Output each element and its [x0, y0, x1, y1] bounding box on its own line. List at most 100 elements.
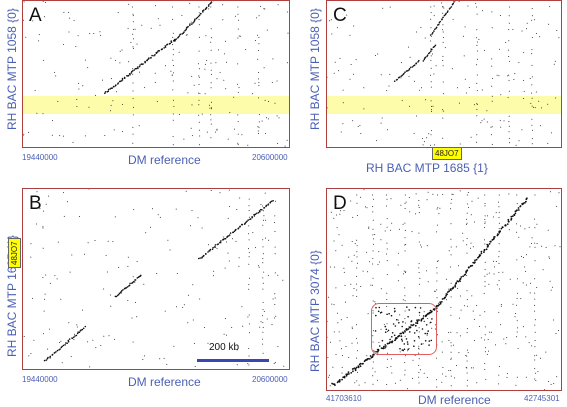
repeat-dot [436, 281, 437, 282]
background-dot [92, 340, 93, 341]
background-dot [484, 119, 485, 120]
background-dot [93, 33, 94, 34]
alignment-dot [79, 331, 81, 333]
background-dot [217, 129, 218, 130]
repeat-dot [499, 280, 500, 281]
background-dot [442, 194, 443, 195]
background-dot [486, 110, 487, 111]
background-dot [375, 371, 376, 372]
repeat-dot [418, 372, 419, 373]
background-dot [110, 58, 111, 59]
background-dot [159, 358, 160, 359]
alignment-dot [344, 376, 346, 378]
background-dot [229, 261, 230, 262]
background-dot [400, 380, 401, 381]
background-dot [258, 133, 259, 134]
repeat-dot [419, 212, 420, 213]
alignment-dot [159, 50, 161, 52]
background-dot [132, 318, 133, 319]
alignment-dot [205, 253, 207, 255]
background-dot [472, 201, 473, 202]
ylabel-c: RH BAC MTP 1058 {0} [308, 8, 322, 130]
repeat-dot [442, 109, 443, 110]
alignment-dot [82, 329, 84, 331]
background-dot [479, 326, 480, 327]
repeat-dot [516, 259, 517, 260]
background-dot [348, 357, 349, 358]
background-dot [443, 8, 444, 9]
background-dot [513, 304, 514, 305]
background-dot [133, 209, 134, 210]
repeat-dot [431, 12, 432, 13]
background-dot [28, 355, 29, 356]
background-dot [487, 122, 488, 123]
alignment-dot [474, 259, 476, 261]
background-dot [441, 382, 442, 383]
background-dot [84, 254, 85, 255]
background-dot [432, 54, 433, 55]
alignment-dot [115, 84, 117, 86]
background-dot [76, 99, 77, 100]
repeat-dot [431, 100, 432, 101]
repeat-dot [172, 37, 173, 38]
repeat-dot [477, 14, 478, 15]
background-dot [341, 348, 342, 349]
background-dot [525, 271, 526, 272]
repeat-dot [451, 385, 452, 386]
background-dot [30, 353, 31, 354]
repeat-dot [133, 114, 134, 115]
background-dot [359, 385, 360, 386]
background-dot [487, 354, 488, 355]
background-dot [236, 241, 237, 242]
repeat-dot [534, 227, 535, 228]
background-dot [515, 316, 516, 317]
background-dot [343, 268, 344, 269]
repeat-dot [404, 223, 405, 224]
background-dot [544, 389, 545, 390]
repeat-dot [173, 49, 174, 50]
background-dot [345, 302, 346, 303]
repeat-dot [451, 254, 452, 255]
background-dot [158, 214, 159, 215]
background-dot [172, 75, 173, 76]
background-dot [209, 108, 210, 109]
repeat-dot [437, 195, 438, 196]
background-dot [167, 240, 168, 241]
background-dot [135, 302, 136, 303]
background-dot [257, 59, 258, 60]
alignment-dot [264, 207, 266, 209]
repeat-dot [485, 334, 486, 335]
background-dot [330, 385, 331, 386]
background-dot [95, 95, 96, 96]
alignment-dot [135, 279, 137, 281]
alignment-dot [435, 45, 437, 47]
background-dot [287, 62, 288, 63]
background-dot [555, 98, 556, 99]
background-dot [522, 31, 523, 32]
repeat-dot [431, 55, 432, 56]
repeat-dot [248, 225, 249, 226]
repeat-dot [443, 82, 444, 83]
repeat-dot [532, 37, 533, 38]
repeat-dot [387, 218, 388, 219]
background-dot [43, 228, 44, 229]
background-dot [64, 216, 65, 217]
alignment-dot [238, 227, 240, 229]
background-dot [262, 121, 263, 122]
scale-bar [197, 359, 269, 362]
background-dot [437, 207, 438, 208]
repeat-dot [258, 85, 259, 86]
background-dot [378, 264, 379, 265]
background-dot [102, 80, 103, 81]
background-dot [363, 87, 364, 88]
background-dot [48, 196, 49, 197]
repeat-dot [275, 201, 276, 202]
dotplot-panel-d: D [326, 188, 562, 391]
background-dot [76, 106, 77, 107]
repeat-dot [430, 7, 431, 8]
repeat-dot [405, 300, 406, 301]
alignment-dot [154, 54, 156, 56]
background-dot [549, 256, 550, 257]
repeat-dot [372, 195, 373, 196]
background-dot [329, 20, 330, 21]
